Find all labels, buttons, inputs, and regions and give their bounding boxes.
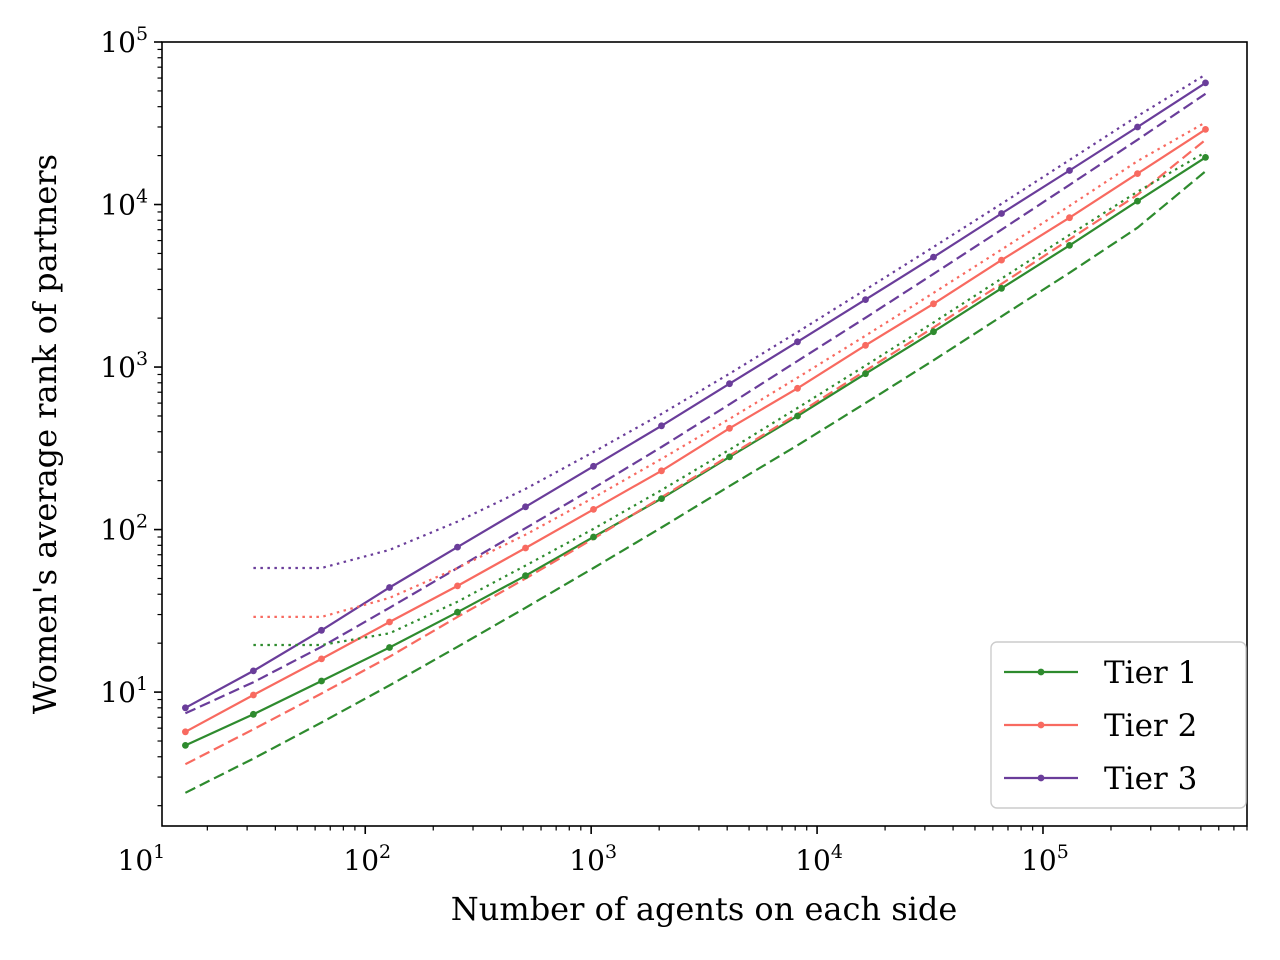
y-tick-label: 101 bbox=[100, 673, 148, 709]
data-point bbox=[318, 626, 325, 634]
data-point bbox=[386, 644, 393, 651]
legend: Tier 1 Tier 2 Tier 3 bbox=[990, 641, 1247, 809]
data-point bbox=[590, 462, 597, 470]
data-point bbox=[1202, 79, 1209, 87]
legend-label: Tier 3 bbox=[1104, 761, 1197, 797]
x-axis-title: Number of agents on each side bbox=[451, 890, 958, 928]
data-point bbox=[250, 710, 257, 718]
data-point bbox=[862, 341, 869, 349]
data-point bbox=[250, 667, 257, 675]
x-tick-label: 102 bbox=[343, 841, 391, 877]
data-point bbox=[318, 677, 325, 685]
data-point bbox=[386, 618, 393, 626]
series-line-unnamed-7-dotted bbox=[253, 121, 1207, 618]
legend-label: Tier 1 bbox=[1104, 655, 1197, 691]
series-line-tier-1-solid bbox=[184, 156, 1207, 747]
data-point bbox=[1066, 242, 1073, 249]
data-point bbox=[726, 380, 733, 388]
data-point bbox=[454, 582, 461, 590]
x-tick-label: 101 bbox=[118, 841, 166, 877]
legend-marker bbox=[1037, 774, 1045, 782]
data-point bbox=[1066, 214, 1073, 222]
data-point bbox=[522, 503, 529, 511]
series-line-unnamed-4-dashed bbox=[184, 138, 1207, 766]
data-point bbox=[658, 495, 665, 502]
data-point bbox=[930, 328, 937, 336]
legend-marker bbox=[1037, 668, 1045, 676]
series-line-tier-3-solid bbox=[184, 81, 1207, 709]
data-point bbox=[998, 210, 1005, 217]
series-lines bbox=[184, 73, 1207, 794]
data-point bbox=[1134, 123, 1141, 131]
data-point bbox=[522, 544, 529, 552]
series-line-unnamed-8-dotted bbox=[253, 73, 1207, 570]
data-point bbox=[998, 284, 1005, 292]
data-point bbox=[182, 742, 189, 749]
data-point bbox=[590, 533, 597, 541]
data-point bbox=[998, 256, 1005, 264]
x-tick-label: 105 bbox=[1021, 841, 1069, 877]
y-tick-label: 103 bbox=[100, 348, 148, 384]
data-point bbox=[590, 506, 597, 513]
data-point bbox=[794, 412, 801, 420]
legend-marker bbox=[1037, 721, 1045, 729]
data-point bbox=[182, 728, 189, 736]
legend-label: Tier 2 bbox=[1104, 708, 1197, 744]
data-point bbox=[862, 370, 869, 378]
data-point bbox=[930, 253, 937, 261]
data-point bbox=[658, 467, 665, 475]
legend-entries: Tier 1 Tier 2 Tier 3 bbox=[1004, 655, 1197, 797]
data-point bbox=[1202, 154, 1209, 161]
data-point bbox=[318, 655, 325, 663]
tick-labels: 101 102 103 104 105 101 102 103 104 105 bbox=[100, 23, 1069, 877]
data-point bbox=[454, 543, 461, 551]
data-point bbox=[930, 300, 937, 308]
data-point bbox=[182, 704, 189, 712]
data-point bbox=[522, 572, 529, 580]
y-tick-label: 105 bbox=[100, 23, 148, 59]
data-point bbox=[658, 422, 665, 430]
y-tick-label: 102 bbox=[100, 511, 148, 547]
series-line-tier-2-solid bbox=[184, 128, 1207, 733]
data-point bbox=[726, 453, 733, 461]
y-axis-title: Women's average rank of partners bbox=[26, 154, 64, 714]
data-point bbox=[386, 584, 393, 591]
data-point bbox=[1202, 125, 1209, 133]
axis-ticks bbox=[154, 41, 1248, 834]
data-point bbox=[1066, 167, 1073, 174]
x-tick-label: 104 bbox=[795, 841, 843, 877]
data-point bbox=[250, 691, 257, 699]
legend-box bbox=[990, 641, 1247, 809]
data-point bbox=[1134, 197, 1141, 205]
series-markers bbox=[182, 79, 1209, 749]
y-tick-label: 104 bbox=[100, 186, 148, 222]
series-line-unnamed-3-dashed bbox=[184, 170, 1207, 794]
plot-frame bbox=[161, 41, 1248, 827]
x-tick-label: 103 bbox=[569, 841, 617, 877]
series-line-unnamed-6-dotted bbox=[253, 151, 1207, 647]
data-point bbox=[1134, 170, 1141, 178]
data-point bbox=[794, 338, 801, 346]
data-point bbox=[794, 384, 801, 392]
series-line-unnamed-5-dashed bbox=[184, 92, 1207, 715]
data-point bbox=[726, 424, 733, 432]
data-point bbox=[862, 296, 869, 303]
data-point bbox=[454, 608, 461, 616]
